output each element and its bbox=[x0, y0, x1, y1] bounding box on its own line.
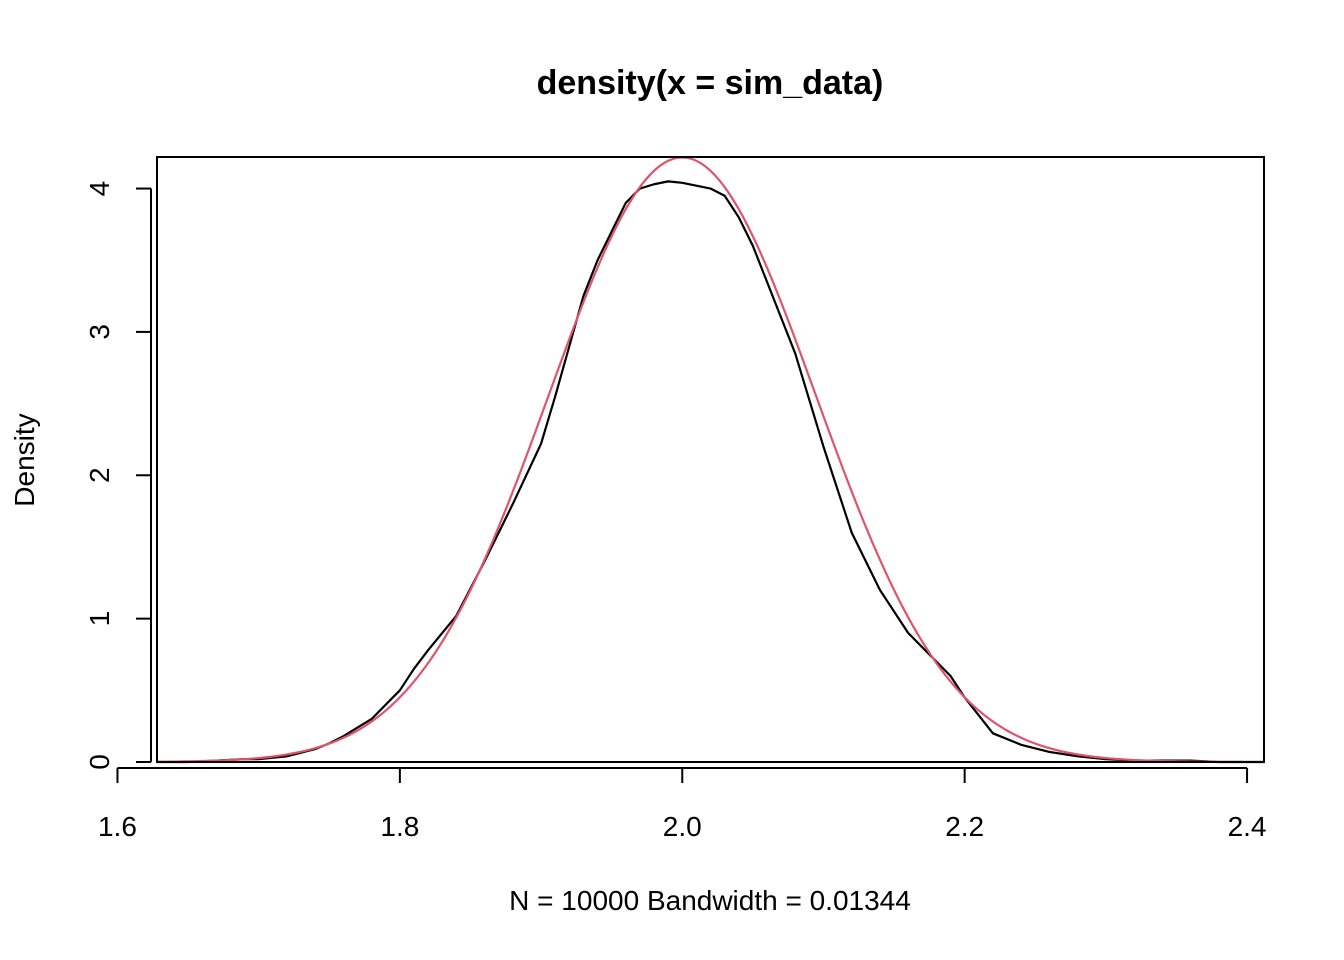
y-tick-label: 1 bbox=[84, 611, 115, 627]
x-tick-label: 2.0 bbox=[663, 811, 702, 842]
x-tick-label: 2.4 bbox=[1228, 811, 1267, 842]
x-tick-label: 2.2 bbox=[945, 811, 984, 842]
chart-title: density(x = sim_data) bbox=[537, 64, 884, 102]
y-axis-label: Density bbox=[9, 413, 40, 506]
x-tick-label: 1.8 bbox=[380, 811, 419, 842]
y-tick-label: 4 bbox=[84, 181, 115, 197]
y-axis-ticks: 0 1 2 3 4 bbox=[84, 181, 151, 770]
y-tick-label: 2 bbox=[84, 467, 115, 483]
y-tick-label: 3 bbox=[84, 324, 115, 340]
x-tick-label: 1.6 bbox=[98, 811, 137, 842]
x-axis-label: N = 10000 Bandwidth = 0.01344 bbox=[509, 885, 911, 916]
series-layer bbox=[156, 156, 1264, 764]
plot-frame bbox=[156, 156, 1265, 763]
x-axis-ticks: 1.6 1.8 2.0 2.2 2.4 bbox=[98, 768, 1267, 842]
y-tick-label: 0 bbox=[84, 754, 115, 770]
normal-curve-line bbox=[156, 156, 1264, 764]
kde-density-line bbox=[157, 180, 1264, 764]
